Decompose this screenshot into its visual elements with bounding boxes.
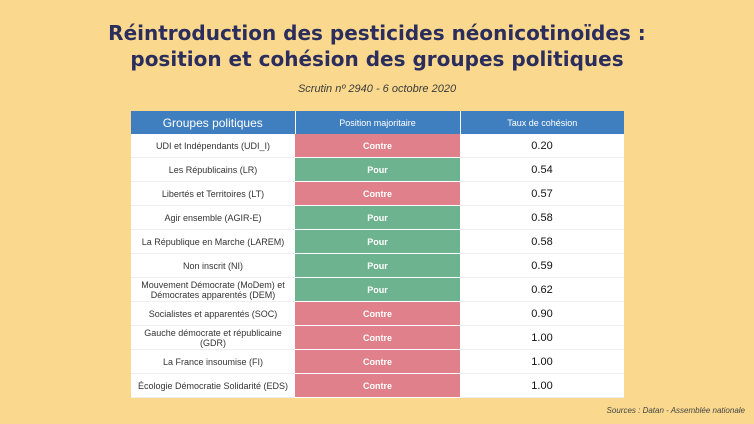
position-cell: Contre — [295, 301, 460, 326]
group-name-cell: Non inscrit (NI) — [131, 253, 295, 278]
table-row: Gauche démocrate et républicaine (GDR) Co… — [131, 325, 624, 350]
position-cell: Pour — [295, 157, 460, 182]
position-cell: Pour — [295, 277, 460, 302]
table-row: Libertés et Territoires (LT) Contre 0.57 — [131, 181, 624, 206]
group-name-cell: La République en Marche (LAREM) — [131, 229, 295, 254]
subtitle: Scrutin nº 2940 - 6 octobre 2020 — [297, 83, 457, 95]
table-row: Mouvement Démocrate (MoDem) et Démocrate… — [131, 277, 624, 302]
title-line-2: position et cohésion des groupes politiq… — [130, 47, 624, 71]
group-name-cell: UDI et Indépendants (UDI_I) — [131, 134, 295, 158]
table-header-row: Groupes politiques Position majoritaire … — [131, 111, 624, 134]
cohesion-cell: 0.20 — [460, 134, 624, 158]
position-cell: Contre — [295, 373, 460, 398]
table-body: UDI et Indépendants (UDI_I) Contre 0.20 Les… — [131, 134, 624, 398]
vote-table: Groupes politiques Position majoritaire … — [131, 111, 624, 398]
group-name-cell: Gauche démocrate et républicaine (GDR) — [131, 325, 295, 350]
position-cell: Pour — [295, 253, 460, 278]
table-row: Non inscrit (NI) Pour 0.59 — [131, 253, 624, 278]
cohesion-cell: 1.00 — [460, 325, 624, 350]
table-row: La France insoumise (FI) Contre 1.00 — [131, 349, 624, 374]
group-name-cell: Les Républicains (LR) — [131, 157, 295, 182]
position-cell: Contre — [295, 349, 460, 374]
group-name-cell: La France insoumise (FI) — [131, 349, 295, 374]
cohesion-cell: 1.00 — [460, 349, 624, 374]
cohesion-cell: 0.59 — [460, 253, 624, 278]
header-groups: Groupes politiques — [131, 111, 296, 134]
source-note: Sources : Datan - Assemblée nationale — [606, 406, 745, 415]
position-cell: Contre — [295, 181, 460, 206]
group-name-cell: Libertés et Territoires (LT) — [131, 181, 295, 206]
group-name-cell: Mouvement Démocrate (MoDem) et Démocrate… — [131, 277, 295, 302]
cohesion-cell: 0.90 — [460, 301, 624, 326]
cohesion-cell: 0.58 — [460, 229, 624, 254]
cohesion-cell: 0.58 — [460, 205, 624, 230]
header-cohesion: Taux de cohésion — [460, 111, 624, 134]
header-position: Position majoritaire — [295, 111, 461, 134]
cohesion-cell: 0.62 — [460, 277, 624, 302]
position-cell: Contre — [295, 325, 460, 350]
page-title: Réintroduction des pesticides néonicotin… — [0, 20, 754, 72]
group-name-cell: Socialistes et apparentés (SOC) — [131, 301, 295, 326]
position-cell: Pour — [295, 229, 460, 254]
group-name-cell: Écologie Démocratie Solidarité (EDS) — [131, 373, 295, 398]
cohesion-cell: 0.54 — [460, 157, 624, 182]
table-row: Écologie Démocratie Solidarité (EDS) Cont… — [131, 373, 624, 398]
table-row: Agir ensemble (AGIR-E) Pour 0.58 — [131, 205, 624, 230]
position-cell: Contre — [295, 134, 460, 158]
position-cell: Pour — [295, 205, 460, 230]
table-row: La République en Marche (LAREM) Pour 0.58 — [131, 229, 624, 254]
table-row: Les Républicains (LR) Pour 0.54 — [131, 157, 624, 182]
cohesion-cell: 1.00 — [460, 373, 624, 398]
group-name-cell: Agir ensemble (AGIR-E) — [131, 205, 295, 230]
cohesion-cell: 0.57 — [460, 181, 624, 206]
table-row: UDI et Indépendants (UDI_I) Contre 0.20 — [131, 134, 624, 158]
table-row: Socialistes et apparentés (SOC) Contre 0.9… — [131, 301, 624, 326]
title-line-1: Réintroduction des pesticides néonicotin… — [108, 21, 646, 45]
